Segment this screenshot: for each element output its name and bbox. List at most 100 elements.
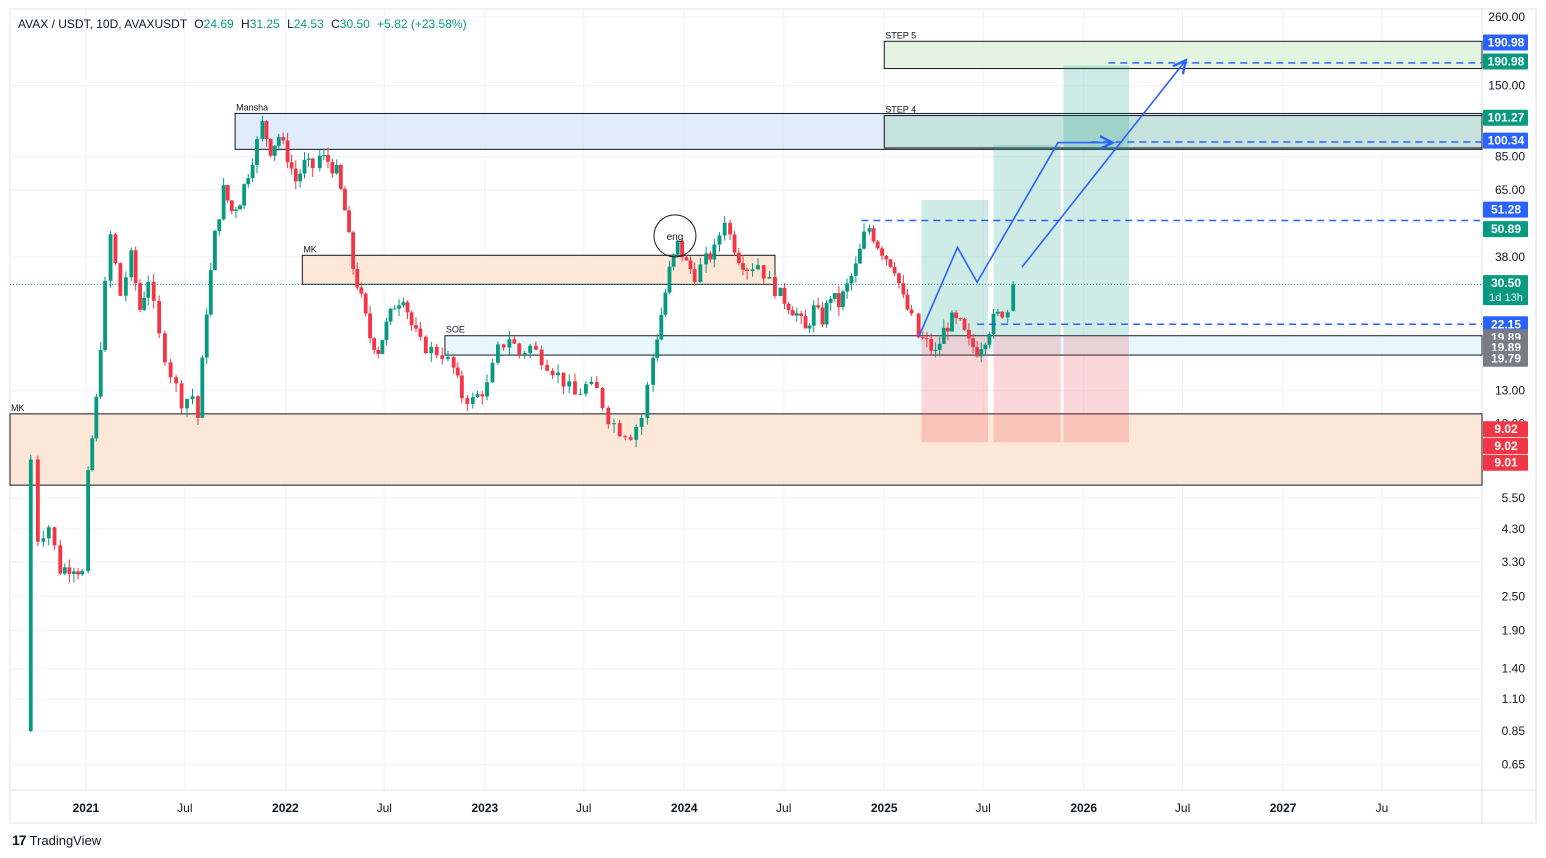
x-tick-label: Jul <box>177 801 192 815</box>
candle-body <box>190 396 195 400</box>
candle-body <box>281 137 286 141</box>
candle-body <box>28 459 33 731</box>
candle-body <box>359 287 364 294</box>
candle-body <box>888 259 893 267</box>
candle-body <box>363 293 368 314</box>
candle-body <box>905 294 910 310</box>
candle-body <box>376 349 381 354</box>
candle-body <box>824 302 829 325</box>
candle-body <box>845 283 849 292</box>
candle-body <box>338 164 343 189</box>
candle-body <box>455 367 460 376</box>
y-tick-label: 150.00 <box>1488 79 1525 93</box>
annotation-text: eng <box>667 232 684 243</box>
y-tick-label: 1.90 <box>1502 624 1526 638</box>
candle-body <box>684 257 689 261</box>
candle-body <box>225 185 230 201</box>
candle-body <box>933 349 938 351</box>
symbol-legend[interactable]: AVAX / USDT, 10D, AVAXUSDT O24.69 H31.25… <box>18 17 467 31</box>
candle-body <box>485 382 489 397</box>
candle-body <box>434 346 439 356</box>
candle-body <box>612 423 616 425</box>
candle-body <box>920 337 925 339</box>
brand-name: TradingView <box>29 832 102 848</box>
candle-body <box>849 275 854 284</box>
zone-box <box>9 413 1483 486</box>
x-tick-label: Jul <box>377 801 392 815</box>
candle-body <box>470 397 475 404</box>
zone-box <box>883 115 1483 149</box>
candle-body <box>1000 311 1005 318</box>
candle-body <box>392 308 397 310</box>
candle-body <box>732 234 737 253</box>
candle-body <box>539 349 544 365</box>
candle-body <box>517 343 522 355</box>
y-tick-label: 0.65 <box>1502 757 1526 771</box>
candle-body <box>583 384 588 394</box>
candle-body <box>196 396 200 418</box>
candle-body <box>867 228 872 232</box>
price-label: 190.98 <box>1488 54 1525 68</box>
candle-body <box>561 372 566 387</box>
candle-body <box>736 252 741 264</box>
price-label-bg <box>1483 316 1528 333</box>
candle-body <box>90 438 95 471</box>
candle-body <box>728 222 733 235</box>
candle-body <box>909 309 914 314</box>
y-tick-label: 38.00 <box>1495 250 1525 264</box>
candle-body <box>875 241 880 249</box>
candle-body <box>916 313 921 338</box>
price-label: 19.79 <box>1491 352 1521 366</box>
candle-body <box>423 336 428 354</box>
candle-body <box>778 287 783 297</box>
candle-body <box>52 527 57 546</box>
zone-label: STEP 5 <box>885 30 916 40</box>
x-tick-label: Jul <box>576 801 591 815</box>
position-stop-area <box>993 335 1061 443</box>
candle-body <box>459 375 464 399</box>
candle-body <box>204 314 209 358</box>
candle-body <box>58 545 63 574</box>
candle-body <box>380 340 385 354</box>
x-axis[interactable]: 2021 Jul 2022 Jul 2023 Jul 2024 Jul 2025 Jul 2026 J… <box>73 801 1389 815</box>
candle-body <box>272 145 277 156</box>
candle-body <box>157 300 162 334</box>
x-tick-label: Jul <box>1175 801 1190 815</box>
candle-body <box>983 344 988 350</box>
candle-body <box>108 234 113 281</box>
candle-body <box>594 381 599 389</box>
candle-body <box>675 240 680 255</box>
price-label: 30.50 <box>1491 276 1521 290</box>
x-tick-label: Ju <box>1376 801 1389 815</box>
price-label-bg <box>1483 350 1528 367</box>
x-tick-label: 2022 <box>272 801 299 815</box>
tradingview-brand[interactable]: 17 TradingView <box>12 832 101 848</box>
candle-body <box>884 255 889 260</box>
price-label: 100.34 <box>1488 134 1525 148</box>
candle-body <box>179 383 184 409</box>
price-label-bg <box>1483 454 1528 471</box>
price-label: 22.15 <box>1491 317 1521 331</box>
y-tick-label: 4.30 <box>1502 522 1526 536</box>
candle-body <box>1011 284 1016 311</box>
position-target-area <box>993 145 1061 336</box>
annotation-circle <box>653 214 697 258</box>
change-value: +5.82 (+23.58%) <box>377 17 467 31</box>
candle-body <box>545 364 550 371</box>
price-label-bg <box>1483 421 1528 438</box>
candle-body <box>418 328 423 337</box>
candle-body <box>667 266 672 293</box>
candle-body <box>217 219 222 231</box>
candle-body <box>897 273 901 284</box>
candle-body <box>133 250 138 284</box>
candle-body <box>475 394 480 398</box>
symbol-name[interactable]: AVAX / USDT, 10D, AVAXUSDT <box>18 17 187 31</box>
candle-body <box>334 164 339 174</box>
price-label-bg <box>1483 201 1528 218</box>
candle-body <box>987 334 992 345</box>
candle-body <box>623 436 628 438</box>
price-label: 50.89 <box>1491 222 1521 236</box>
zone-label: MK <box>11 403 25 413</box>
candle-body <box>151 281 156 301</box>
